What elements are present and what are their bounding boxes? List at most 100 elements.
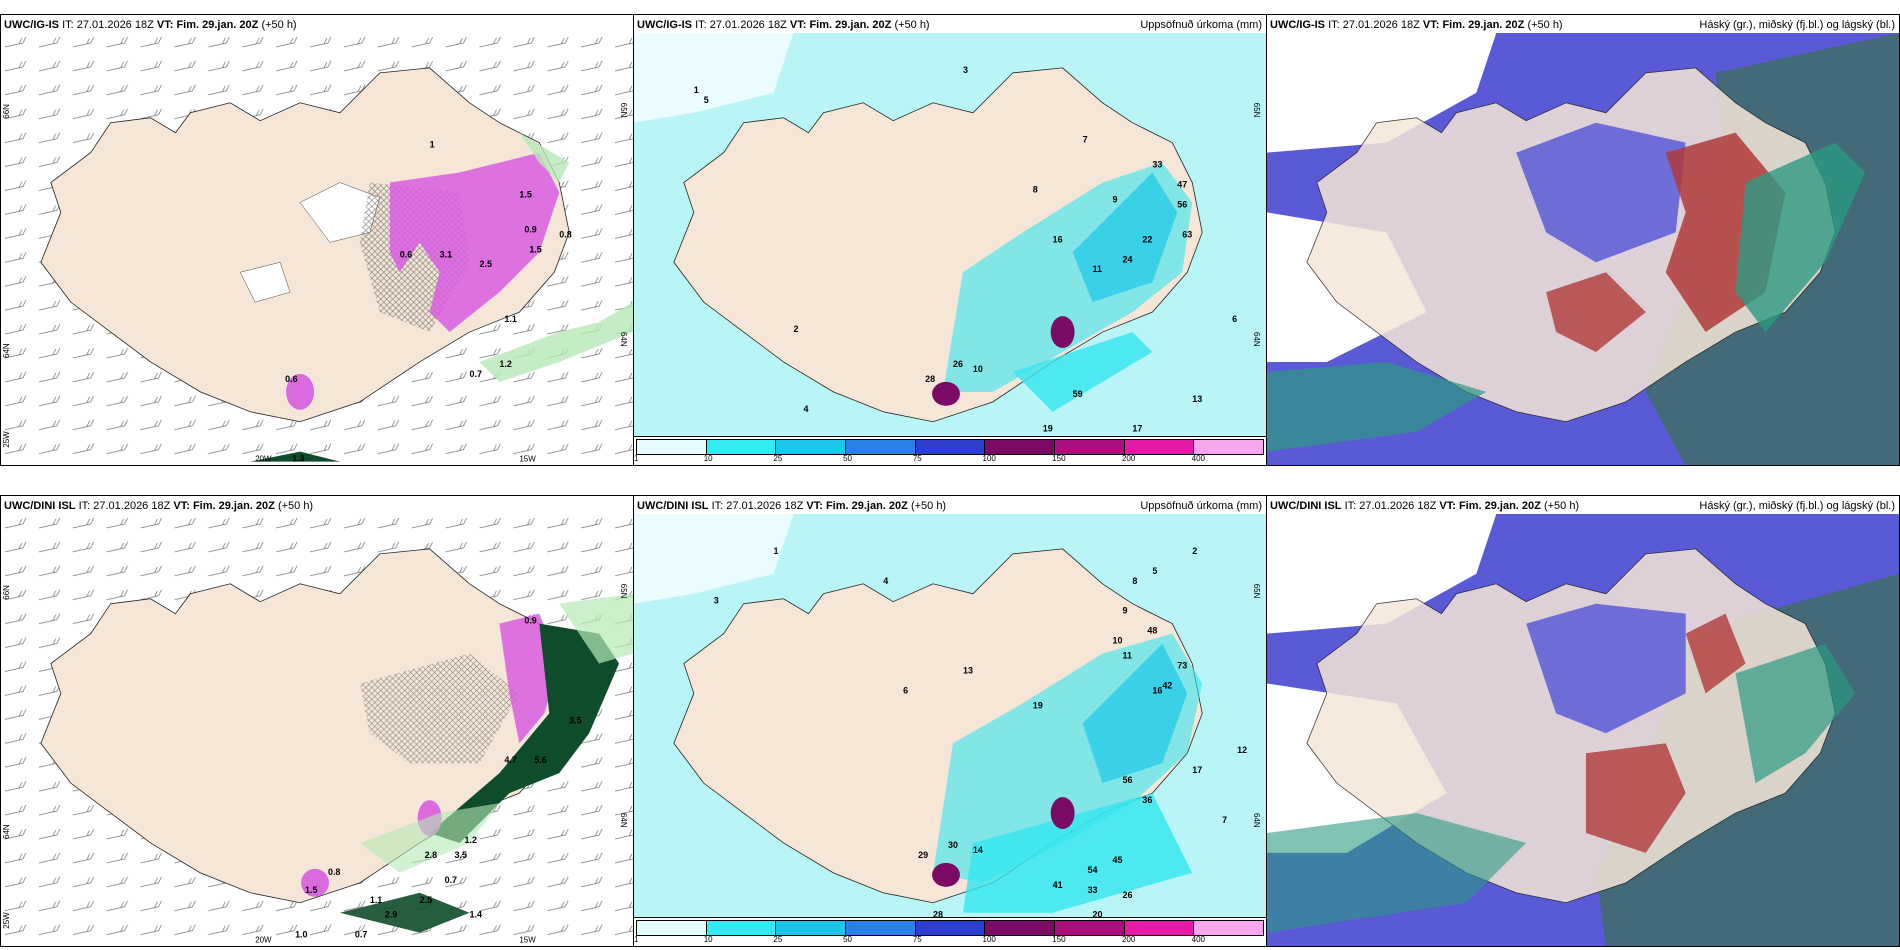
colorbar-label: 50 bbox=[843, 935, 853, 944]
svg-text:4: 4 bbox=[803, 404, 808, 414]
svg-text:1: 1 bbox=[774, 546, 779, 556]
cloud-map bbox=[1267, 514, 1899, 946]
value-label: 3.5 bbox=[569, 715, 581, 725]
colorbar-label: 200 bbox=[1121, 454, 1136, 463]
colorbar-label: 10 bbox=[703, 935, 713, 944]
colorbar-swatch bbox=[1124, 921, 1195, 935]
value-label: 2.9 bbox=[385, 910, 397, 920]
value-label: 0.7 bbox=[355, 930, 367, 940]
svg-text:26: 26 bbox=[953, 359, 963, 369]
lat-label: 64N bbox=[1252, 813, 1261, 828]
value-label: 1.2 bbox=[499, 359, 511, 369]
value-label: 1.1 bbox=[370, 895, 382, 905]
colorbar-label: 25 bbox=[773, 454, 783, 463]
panel-title: Háský (gr.), miðský (fj.bl.) og lágský (… bbox=[1699, 19, 1895, 31]
lon-label: 25W bbox=[2, 431, 11, 448]
value-label: 1.5 bbox=[305, 885, 317, 895]
svg-text:54: 54 bbox=[1088, 865, 1098, 875]
lat-label: 64N bbox=[2, 343, 11, 358]
value-label: 1.2 bbox=[465, 835, 477, 845]
panel-bottom-left-wind: UWC/DINI ISL IT: 27.01.2026 18Z VT: Fim.… bbox=[0, 495, 634, 947]
panel-bottom-right-clouds: UWC/DINI ISL IT: 27.01.2026 18Z VT: Fim.… bbox=[1266, 495, 1900, 947]
svg-text:28: 28 bbox=[925, 374, 935, 384]
panel-title: Uppsöfnuð úrkoma (mm) bbox=[1140, 19, 1262, 31]
svg-text:36: 36 bbox=[1142, 795, 1152, 805]
value-label: 3.5 bbox=[455, 850, 467, 860]
svg-text:2: 2 bbox=[793, 324, 798, 334]
svg-text:56: 56 bbox=[1122, 775, 1132, 785]
colorbar-swatch bbox=[776, 921, 847, 935]
svg-text:16: 16 bbox=[1152, 685, 1162, 695]
lat-label: 64N bbox=[2, 824, 11, 839]
iceland-landmass bbox=[40, 67, 570, 423]
lat-label: 64N bbox=[619, 813, 628, 828]
lat-label: 65N bbox=[1252, 103, 1261, 118]
colorbar-label: 400 bbox=[1191, 935, 1206, 944]
svg-text:1: 1 bbox=[694, 85, 699, 95]
cloud-map bbox=[1267, 33, 1899, 465]
colorbar-swatch bbox=[915, 440, 986, 454]
svg-text:8: 8 bbox=[1132, 576, 1137, 586]
panel-header: UWC/DINI ISL IT: 27.01.2026 18Z VT: Fim.… bbox=[4, 500, 314, 512]
value-label: 5.6 bbox=[534, 755, 546, 765]
value-label: 2.8 bbox=[425, 850, 437, 860]
panel-header: UWC/DINI ISL IT: 27.01.2026 18Z VT: Fim.… bbox=[1270, 500, 1580, 512]
panel-header: UWC/IG-IS IT: 27.01.2026 18Z VT: Fim. 29… bbox=[4, 19, 297, 31]
svg-text:13: 13 bbox=[963, 665, 973, 675]
value-label: 2.5 bbox=[479, 259, 491, 269]
svg-text:9: 9 bbox=[1112, 194, 1117, 204]
svg-text:16: 16 bbox=[1053, 234, 1063, 244]
svg-text:7: 7 bbox=[1083, 135, 1088, 145]
svg-text:33: 33 bbox=[1152, 160, 1162, 170]
value-label: 3.1 bbox=[440, 249, 452, 259]
colorbar-swatch bbox=[985, 921, 1056, 935]
colorbar-swatch bbox=[985, 440, 1056, 454]
precip-map: 1 2 3 4 5 6 7 8 9 10 11 12 13 14 16 17 1… bbox=[634, 514, 1266, 919]
svg-text:28: 28 bbox=[933, 910, 943, 919]
colorbar-label: 1 bbox=[634, 935, 639, 944]
svg-text:4: 4 bbox=[883, 576, 888, 586]
value-label: 0.7 bbox=[445, 875, 457, 885]
colorbar-label: 100 bbox=[982, 454, 996, 463]
svg-text:22: 22 bbox=[1142, 234, 1152, 244]
value-label: 1.3 bbox=[292, 454, 304, 464]
colorbar-label: 75 bbox=[912, 454, 922, 463]
colorbar-label: 400 bbox=[1191, 454, 1206, 463]
panel-header: UWC/IG-IS IT: 27.01.2026 18Z VT: Fim. 29… bbox=[1270, 19, 1563, 31]
svg-text:63: 63 bbox=[1182, 229, 1192, 239]
svg-text:6: 6 bbox=[903, 685, 908, 695]
lat-label: 66N bbox=[2, 104, 11, 119]
svg-text:12: 12 bbox=[1237, 745, 1247, 755]
colorbar-swatch bbox=[637, 440, 707, 454]
svg-text:20: 20 bbox=[1093, 910, 1103, 919]
wind-map: 0.9 3.5 5.6 4.7 1.2 2.8 3.5 0.7 1.1 2.9 … bbox=[1, 514, 633, 946]
svg-text:59: 59 bbox=[1073, 389, 1083, 399]
colorbar-swatch bbox=[1194, 440, 1264, 454]
value-label: 1.1 bbox=[504, 314, 516, 324]
panel-top-left-wind: UWC/IG-IS IT: 27.01.2026 18Z VT: Fim. 29… bbox=[0, 14, 634, 466]
lon-label: 20W bbox=[255, 936, 272, 945]
svg-text:9: 9 bbox=[1122, 606, 1127, 616]
panel-top-middle-precip: UWC/IG-IS IT: 27.01.2026 18Z VT: Fim. 29… bbox=[633, 14, 1267, 466]
colorbar-swatch bbox=[1194, 921, 1264, 935]
colorbar-label: 150 bbox=[1052, 454, 1066, 463]
lat-label: 64N bbox=[1252, 332, 1261, 347]
svg-text:8: 8 bbox=[1033, 184, 1038, 194]
colorbar-label: 25 bbox=[773, 935, 783, 944]
panel-bottom-middle-precip: UWC/DINI ISL IT: 27.01.2026 18Z VT: Fim.… bbox=[633, 495, 1267, 947]
svg-text:2: 2 bbox=[1192, 546, 1197, 556]
value-label: 0.7 bbox=[470, 369, 482, 379]
lat-label: 65N bbox=[619, 103, 628, 118]
lat-label: 66N bbox=[2, 585, 11, 600]
colorbar-swatch bbox=[1124, 440, 1195, 454]
svg-text:41: 41 bbox=[1053, 880, 1063, 890]
svg-text:11: 11 bbox=[1093, 264, 1102, 274]
colorbar-swatch bbox=[706, 921, 777, 935]
svg-text:19: 19 bbox=[1033, 700, 1043, 710]
value-label: 0.9 bbox=[524, 616, 536, 626]
svg-text:10: 10 bbox=[973, 364, 983, 374]
lon-label: 25W bbox=[2, 912, 11, 929]
colorbar-swatch bbox=[1055, 440, 1125, 454]
value-label: 1.4 bbox=[470, 910, 482, 920]
svg-text:26: 26 bbox=[1122, 890, 1132, 900]
